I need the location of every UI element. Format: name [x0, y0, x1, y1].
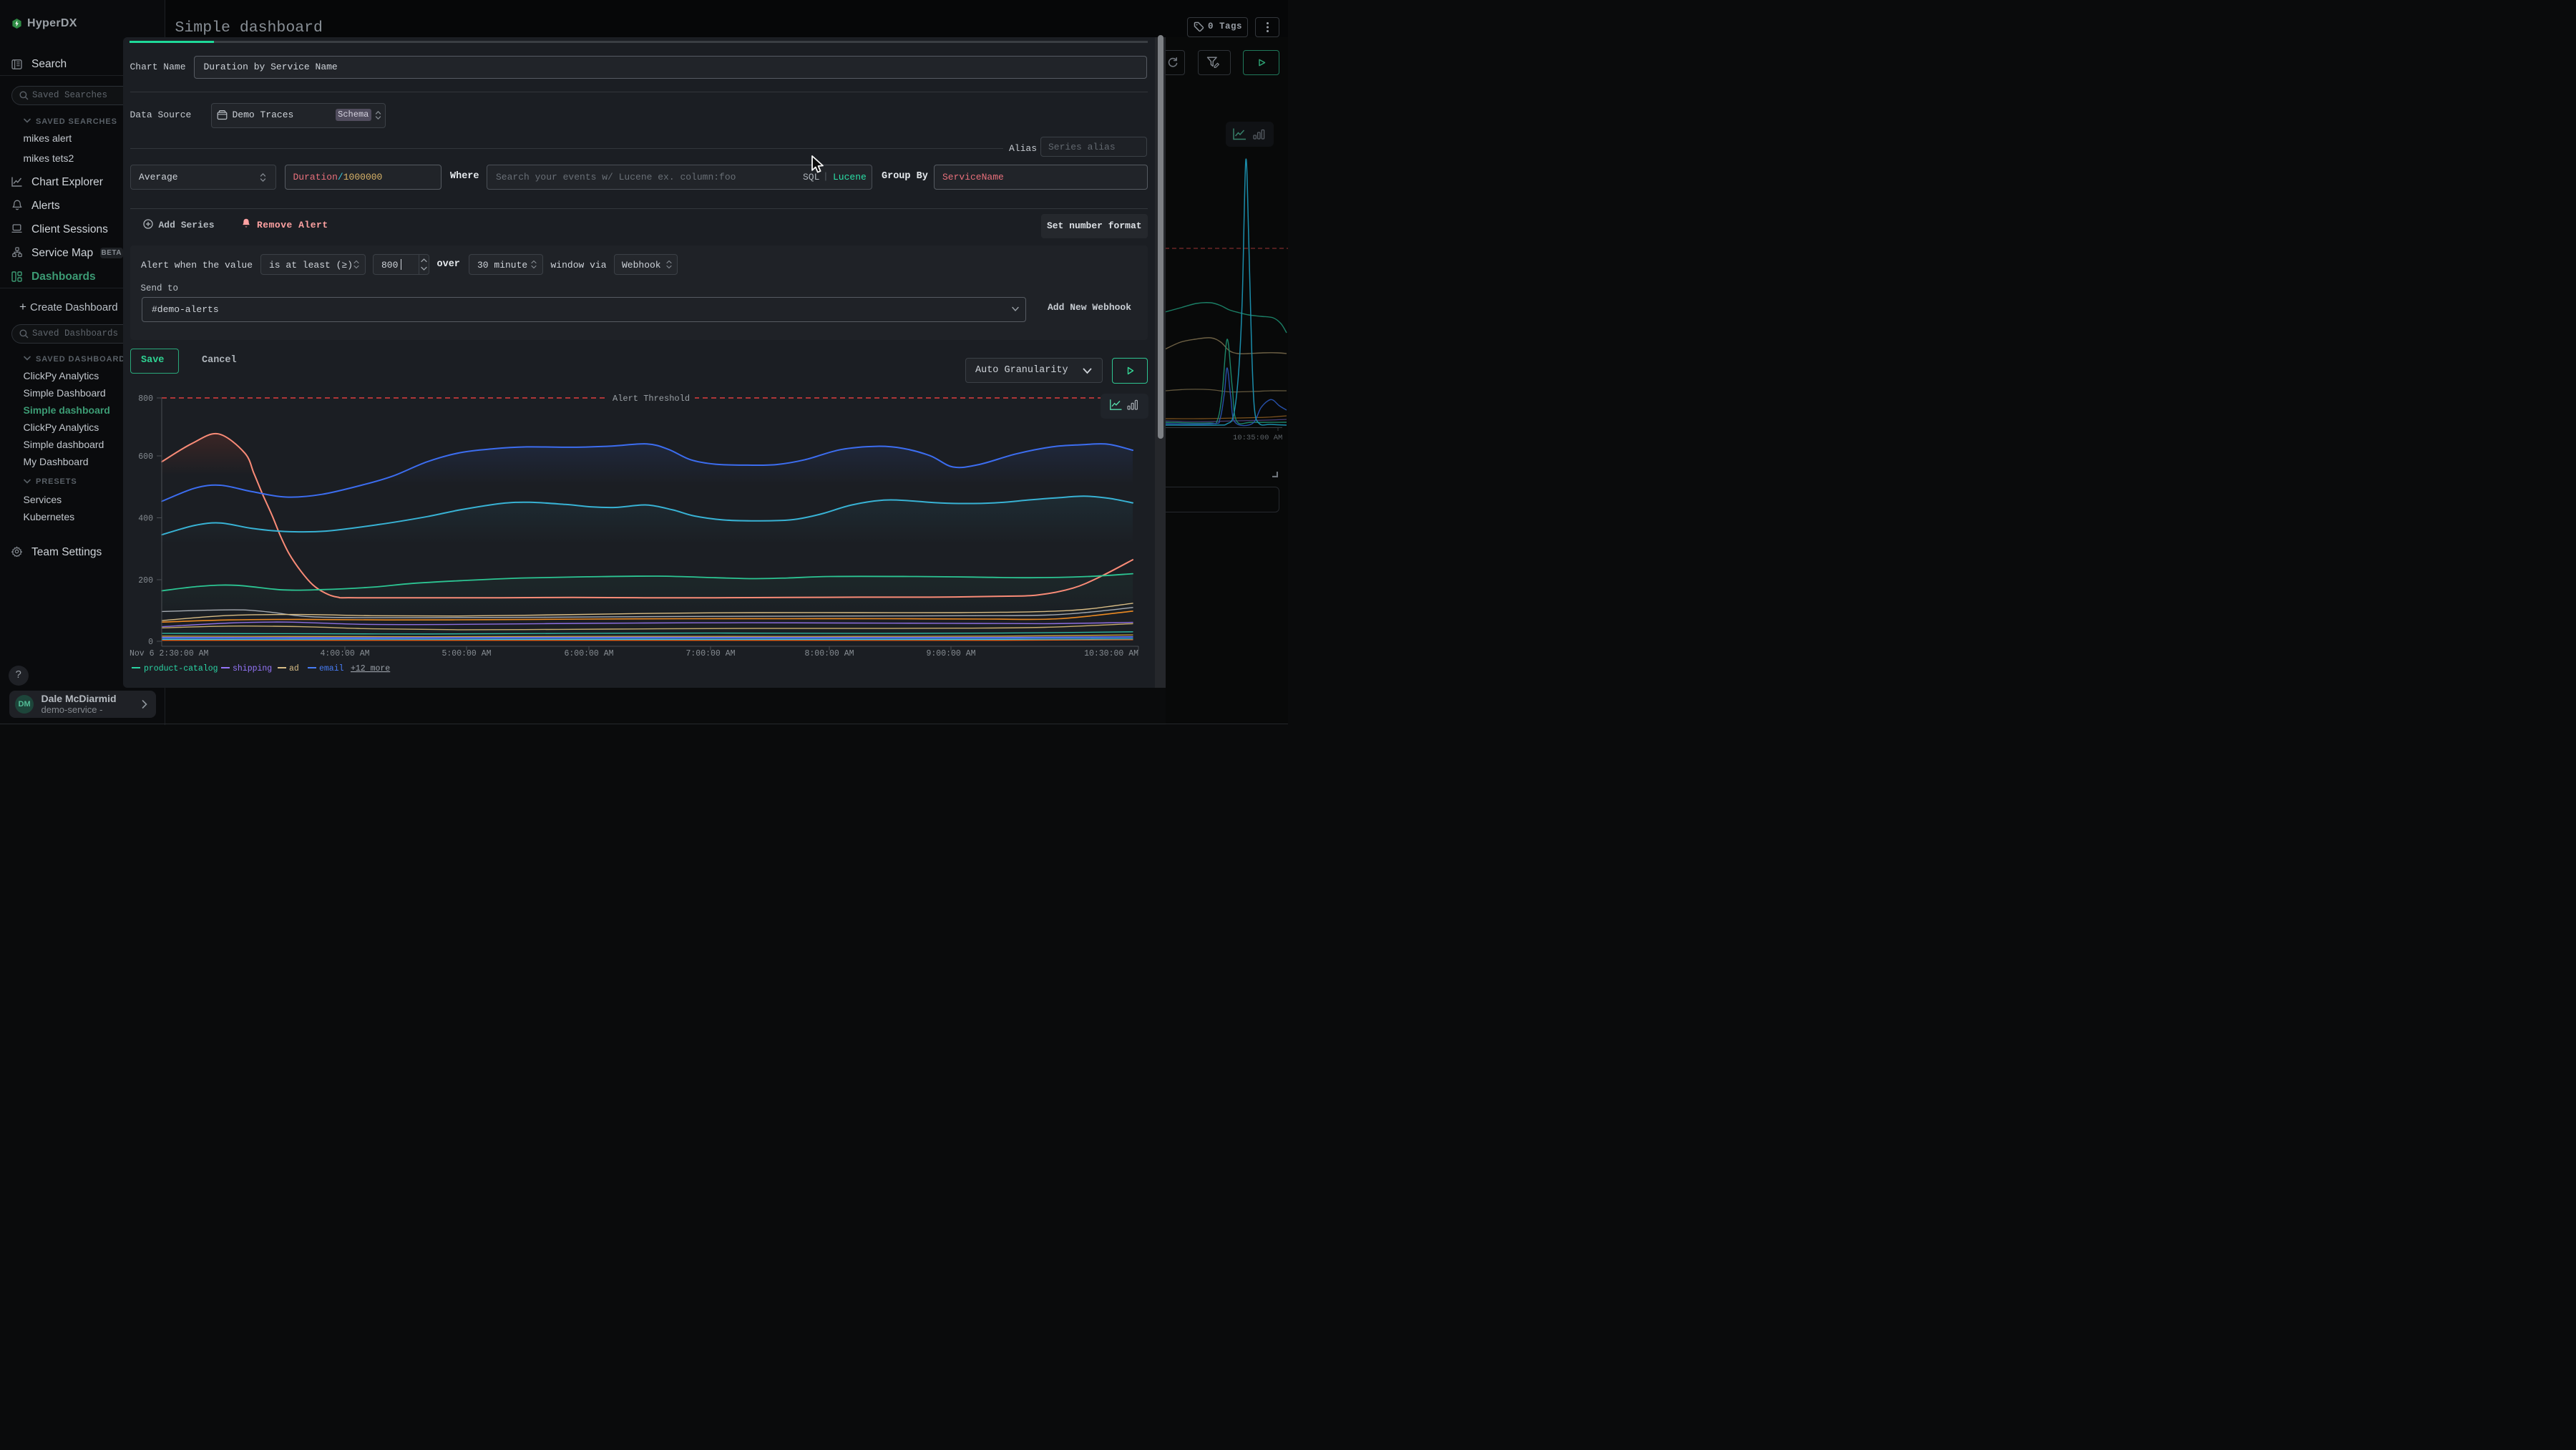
svg-text:4:00:00 AM: 4:00:00 AM — [320, 649, 369, 658]
svg-text:ad: ad — [289, 664, 299, 673]
svg-text:10:35:00 AM: 10:35:00 AM — [1233, 434, 1282, 442]
svg-text:10:30:00 AM: 10:30:00 AM — [1084, 649, 1138, 658]
svg-text:+12 more: +12 more — [351, 664, 390, 673]
svg-text:8:00:00 AM: 8:00:00 AM — [804, 649, 854, 658]
svg-text:shipping: shipping — [233, 664, 272, 673]
svg-text:Nov 6 2:30:00 AM: Nov 6 2:30:00 AM — [130, 649, 209, 658]
svg-text:9:00:00 AM: 9:00:00 AM — [926, 649, 975, 658]
svg-text:0: 0 — [148, 638, 153, 647]
svg-text:7:00:00 AM: 7:00:00 AM — [686, 649, 735, 658]
svg-text:800: 800 — [138, 394, 153, 404]
svg-text:5:00:00 AM: 5:00:00 AM — [441, 649, 491, 658]
svg-text:product-catalog: product-catalog — [144, 664, 218, 673]
svg-text:email: email — [319, 664, 344, 673]
svg-text:600: 600 — [138, 452, 153, 462]
svg-text:Alert Threshold: Alert Threshold — [613, 394, 690, 404]
svg-text:6:00:00 AM: 6:00:00 AM — [564, 649, 613, 658]
svg-text:400: 400 — [138, 515, 153, 524]
svg-text:200: 200 — [138, 576, 153, 585]
